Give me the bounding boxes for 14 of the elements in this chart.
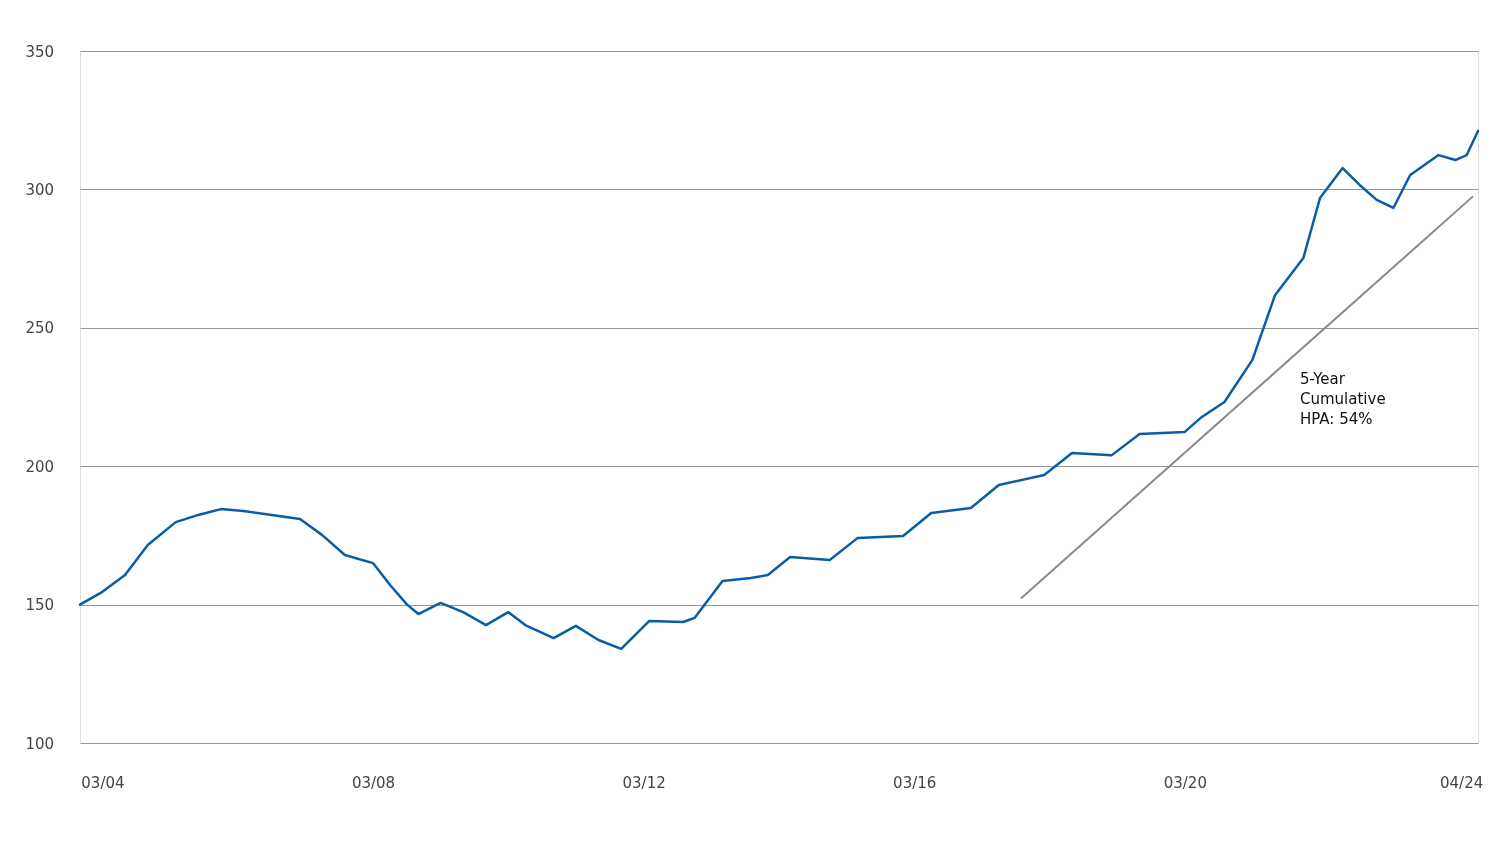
x-tick-label: 03/08 xyxy=(351,773,396,792)
y-tick-label: 150 xyxy=(25,596,55,615)
x-tick-label: 03/12 xyxy=(622,773,666,792)
annotation: 5-Year Cumulative HPA: 54% xyxy=(1300,370,1386,428)
y-tick-label: 350 xyxy=(25,42,55,61)
x-tick-label: 03/04 xyxy=(81,773,125,792)
y-tick-label: 100 xyxy=(25,734,55,753)
x-tick-label: 03/16 xyxy=(893,773,937,792)
x-tick-label: 04/24 xyxy=(1440,773,1484,792)
y-tick-label: 250 xyxy=(25,319,55,338)
y-tick-label: 200 xyxy=(25,457,55,476)
x-tick-label: 03/20 xyxy=(1163,773,1207,792)
line-series xyxy=(78,129,1480,651)
y-tick-label: 300 xyxy=(25,180,55,199)
